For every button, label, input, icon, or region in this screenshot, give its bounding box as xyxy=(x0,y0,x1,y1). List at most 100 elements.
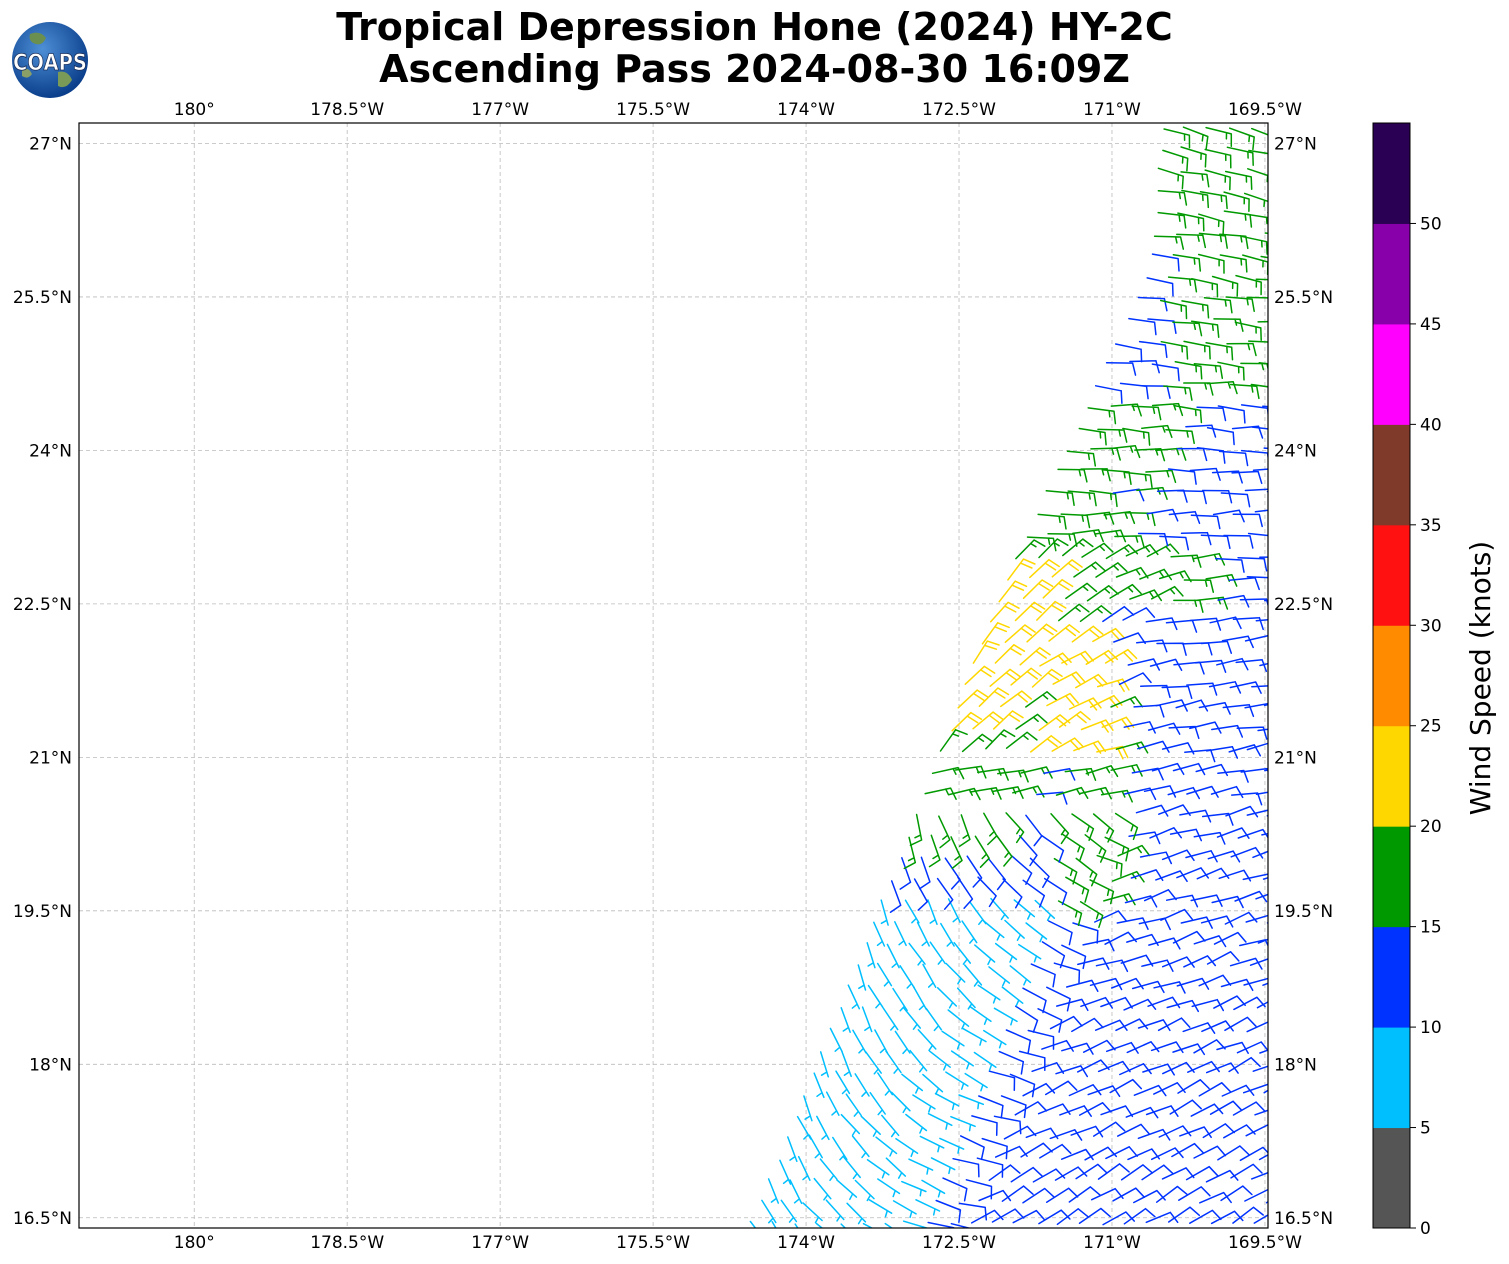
wind-barb xyxy=(922,1073,944,1095)
colorbar-tick-label: 35 xyxy=(1420,516,1442,536)
wind-barb xyxy=(1122,427,1151,446)
wind-barb xyxy=(940,922,955,947)
wind-barb xyxy=(972,711,1004,730)
wind-barb xyxy=(1133,704,1165,718)
wind-barb xyxy=(1153,1082,1186,1095)
wind-barb xyxy=(1252,850,1268,859)
wind-barb xyxy=(1162,149,1189,172)
wind-barb xyxy=(1054,1166,1088,1181)
wind-barb xyxy=(1180,146,1207,168)
wind-barb xyxy=(1270,530,1300,541)
wind-barb xyxy=(903,836,917,870)
wind-barb xyxy=(1189,467,1221,481)
wind-barb xyxy=(1190,514,1221,530)
wind-barb xyxy=(852,1029,867,1054)
colorbar-tick-label: 40 xyxy=(1420,415,1442,435)
wind-barb xyxy=(1075,857,1098,887)
wind-barb xyxy=(1157,1017,1191,1032)
wind-barb xyxy=(1172,930,1206,944)
wind-barb xyxy=(1075,673,1108,689)
wind-barb xyxy=(1201,812,1234,826)
wind-barb xyxy=(1079,786,1112,800)
wind-barb xyxy=(843,1156,861,1180)
wind-barb xyxy=(1105,1041,1139,1054)
wind-barb xyxy=(1156,489,1188,503)
wind-barb xyxy=(1157,190,1188,206)
wind-barb xyxy=(958,814,971,847)
wind-barb xyxy=(1103,893,1136,906)
colorbar-bin xyxy=(1373,1127,1410,1229)
wind-barb xyxy=(1257,728,1268,732)
lon-tick-label-top: 174°W xyxy=(777,100,835,120)
wind-barb xyxy=(1089,879,1115,905)
wind-barb xyxy=(825,1091,840,1116)
wind-barb xyxy=(1087,1085,1121,1098)
wind-barb xyxy=(829,1027,843,1053)
wind-barb xyxy=(1237,828,1268,839)
wind-barb xyxy=(1061,1042,1094,1055)
wind-barb xyxy=(1181,300,1210,319)
wind-barb xyxy=(1196,406,1227,422)
lon-tick-label-top: 171°W xyxy=(1083,100,1141,120)
wind-barb xyxy=(1205,126,1233,148)
wind-barb xyxy=(1018,835,1038,867)
wind-barb xyxy=(1065,979,1099,992)
lat-tick-label-right: 16.5°N xyxy=(1274,1209,1333,1229)
wind-barb xyxy=(1254,509,1268,513)
wind-barb xyxy=(974,944,996,966)
wind-barb xyxy=(962,1028,987,1046)
wind-barb xyxy=(1254,1109,1268,1116)
wind-barb xyxy=(1110,977,1144,990)
wind-barb xyxy=(1278,620,1308,632)
wind-barb xyxy=(1216,827,1250,839)
wind-barb xyxy=(1251,685,1268,688)
wind-barb xyxy=(1011,855,1033,885)
wind-barb xyxy=(1105,361,1137,376)
wind-barb xyxy=(1229,957,1263,970)
wind-barb xyxy=(945,1071,969,1090)
coaps-logo-icon: COAPS xyxy=(12,22,88,98)
wind-barb xyxy=(1183,340,1211,360)
wind-barb xyxy=(1231,470,1263,485)
wind-barb xyxy=(1193,1145,1227,1159)
wind-barb xyxy=(1067,490,1097,507)
wind-barb xyxy=(1115,1018,1149,1032)
wind-barb xyxy=(904,899,920,924)
wind-barb xyxy=(1183,382,1214,396)
wind-barb xyxy=(1039,1143,1072,1159)
wind-barb xyxy=(1176,233,1207,249)
wind-barb xyxy=(894,1030,911,1055)
wind-barb xyxy=(1203,296,1233,314)
wind-barb xyxy=(1105,544,1139,560)
wind-barb xyxy=(1167,468,1197,485)
wind-barb xyxy=(981,1137,1008,1160)
wind-barb xyxy=(1274,956,1305,967)
wind-barb xyxy=(1138,340,1168,359)
wind-barb xyxy=(1022,579,1054,599)
wind-barb xyxy=(1109,1078,1143,1094)
wind-barb xyxy=(952,1157,980,1178)
wind-barb xyxy=(1056,1208,1089,1226)
wind-barb xyxy=(909,1049,928,1073)
wind-barb xyxy=(1181,642,1213,656)
wind-barb xyxy=(892,1200,917,1219)
wind-barb xyxy=(797,1155,811,1181)
wind-barb xyxy=(1004,624,1036,643)
colorbar-bin xyxy=(1373,926,1410,1028)
colorbar-tick-label: 45 xyxy=(1420,315,1442,335)
wind-barb xyxy=(1167,1206,1201,1223)
wind-barb xyxy=(1266,814,1268,817)
wind-barb xyxy=(1258,1153,1268,1161)
wind-barb xyxy=(1226,146,1254,166)
wind-barb xyxy=(1237,556,1268,572)
wind-barb xyxy=(1284,658,1315,669)
wind-barb xyxy=(1104,931,1138,945)
wind-barb xyxy=(1258,361,1268,365)
wind-barb xyxy=(1239,1146,1268,1162)
wind-barb xyxy=(957,876,974,909)
wind-barb xyxy=(1230,846,1264,859)
wind-barb xyxy=(1076,1059,1110,1073)
wind-barb xyxy=(989,601,1020,623)
wind-barb xyxy=(1281,558,1310,570)
wind-barb xyxy=(1176,867,1210,879)
